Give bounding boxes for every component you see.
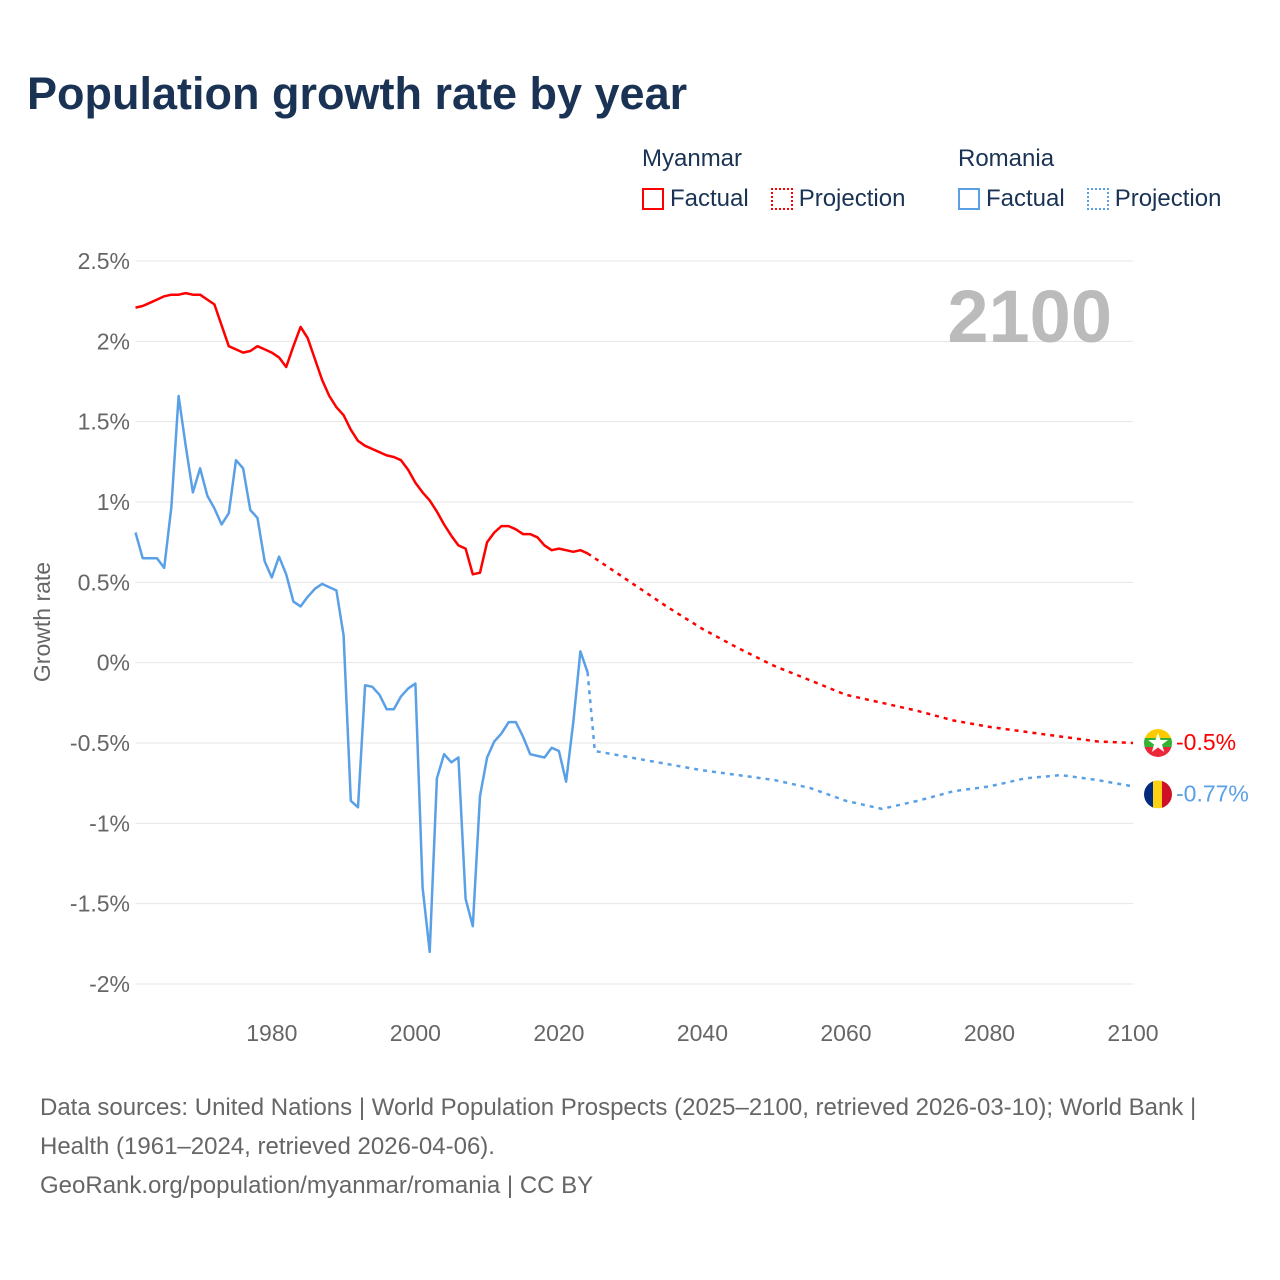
romania-projection-line [586,672,1134,811]
dotted-swatch-icon [770,188,793,210]
footer-link[interactable]: GeoRank.org/population/myanmar/romania |… [40,1172,594,1199]
line-chart: 2.5% 2% 1.5% 1% 0.5% 0% -0.5% -1% -1.5% -2% 1980 20… [29,248,1249,1046]
legend-country: Myanmar [642,145,743,172]
legend-label: Projection [798,185,906,212]
y-tick-label: 0% [97,650,130,676]
x-tick-label: 2080 [964,1020,1015,1046]
y-tick-label: 1.5% [78,409,130,435]
y-tick-label: -2% [89,971,130,997]
legend-romania: Romania Factual Projection [958,145,1237,213]
romania-flag-icon [1144,780,1172,809]
y-tick-label: 2% [97,328,130,354]
legend-country: Romania [958,145,1055,172]
y-tick-label: 0.5% [78,569,130,595]
myanmar-end-label: -0.5% [1176,729,1236,755]
x-tick-label: 2000 [390,1020,441,1046]
y-tick-label: 1% [97,489,130,515]
legend-label: Projection [1114,185,1222,212]
legend-item-factual[interactable]: Factual [958,185,1065,213]
dotted-swatch-icon [1086,188,1109,210]
x-tick-label: 1980 [246,1020,297,1046]
legend-item-projection[interactable]: Projection [770,185,906,213]
legend-myanmar: Myanmar Factual Projection [642,145,921,213]
legend-label: Factual [670,185,749,212]
chart-title: Population growth rate by year [27,68,688,119]
x-tick-label: 2020 [533,1020,584,1046]
myanmar-factual-line [135,291,589,576]
y-tick-label: -1% [89,810,130,836]
legend-item-projection[interactable]: Projection [1086,185,1222,213]
y-tick-label: -0.5% [70,730,130,756]
x-tick-label: 2060 [820,1020,871,1046]
myanmar-flag-icon [1144,729,1172,757]
x-tick-label: 2040 [677,1020,728,1046]
y-axis-label: Growth rate [29,562,55,682]
solid-swatch-icon [642,188,664,210]
solid-swatch-icon [958,188,980,210]
x-tick-label: 2100 [1107,1020,1158,1046]
year-watermark: 2100 [947,275,1112,358]
legend-item-factual[interactable]: Factual [642,185,749,213]
y-tick-label: -1.5% [70,891,130,917]
data-sources: Data sources: United Nations | World Pop… [40,1094,1197,1160]
legend-label: Factual [986,185,1065,212]
y-tick-label: 2.5% [78,248,130,274]
romania-factual-line [134,394,589,954]
footer: Data sources: United Nations | World Pop… [40,1088,1240,1205]
romania-end-label: -0.77% [1176,780,1249,806]
